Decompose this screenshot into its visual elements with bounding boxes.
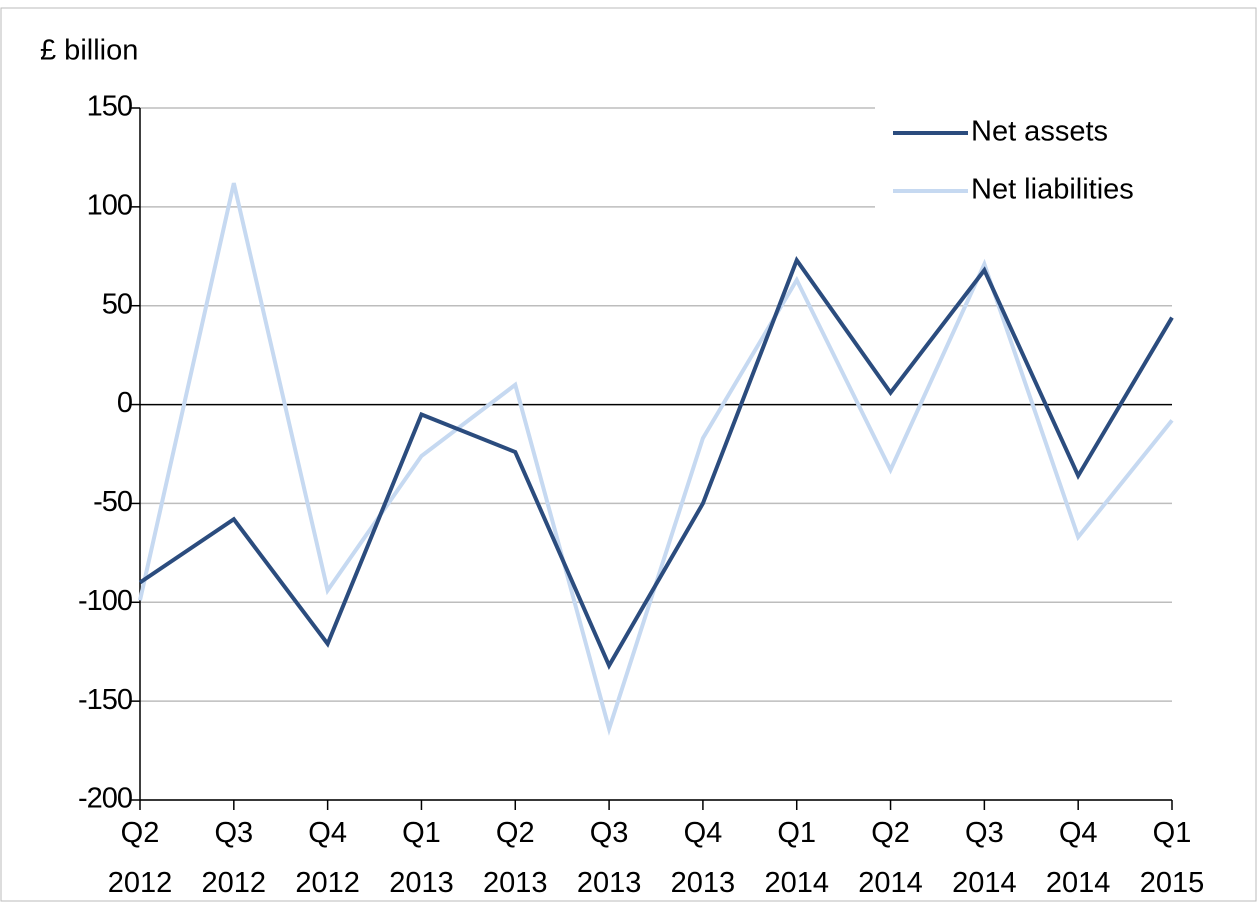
x-tick-label: 2014 [764, 867, 829, 899]
x-tick-label: 2012 [202, 867, 267, 899]
x-tick-label: Q1 [1153, 817, 1192, 849]
legend: Net assets Net liabilities [875, 105, 1175, 215]
x-tick-label: 2015 [1140, 867, 1205, 899]
x-tick-label: Q4 [684, 817, 723, 849]
x-tick-label: Q2 [496, 817, 535, 849]
line-series [138, 182, 1174, 736]
x-tick-label: Q4 [308, 817, 347, 849]
x-tick-label: 2013 [671, 867, 736, 899]
y-tick-label: -200 [78, 783, 132, 815]
frame [0, 7, 1257, 902]
legend-label: Net assets [971, 116, 1108, 148]
x-tick-label: 2013 [389, 867, 454, 899]
x-tick-label: 2013 [483, 867, 548, 899]
x-tick-label: Q3 [590, 817, 629, 849]
x-tick-label: Q4 [1059, 817, 1098, 849]
x-tick-label: 2012 [295, 867, 360, 899]
line-series [138, 256, 1174, 670]
y-tick-label: -100 [78, 585, 132, 617]
x-tick-label: 2013 [577, 867, 642, 899]
x-tick-label: 2014 [858, 867, 923, 899]
y-axis-label: £ billion [40, 35, 138, 67]
x-tick-label: Q3 [965, 817, 1004, 849]
x-tick-label: Q2 [871, 817, 910, 849]
x-tick-label: Q3 [214, 817, 253, 849]
legend-box [875, 105, 1175, 215]
x-tick-label: Q1 [777, 817, 816, 849]
y-tick-label: 100 [87, 190, 132, 222]
y-tick-label: 50 [102, 288, 132, 320]
x-tick-label: Q1 [402, 817, 441, 849]
y-tick-label: 150 [87, 91, 132, 123]
x-tick-label: 2012 [108, 867, 173, 899]
legend-label: Net liabilities [971, 174, 1134, 206]
y-tick-label: -50 [93, 486, 132, 518]
x-tick-label: 2014 [952, 867, 1017, 899]
y-tick-label: 0 [117, 387, 132, 419]
x-tick-label: Q2 [121, 817, 160, 849]
y-tick-label: -150 [78, 684, 132, 716]
x-tick-label: 2014 [1046, 867, 1111, 899]
